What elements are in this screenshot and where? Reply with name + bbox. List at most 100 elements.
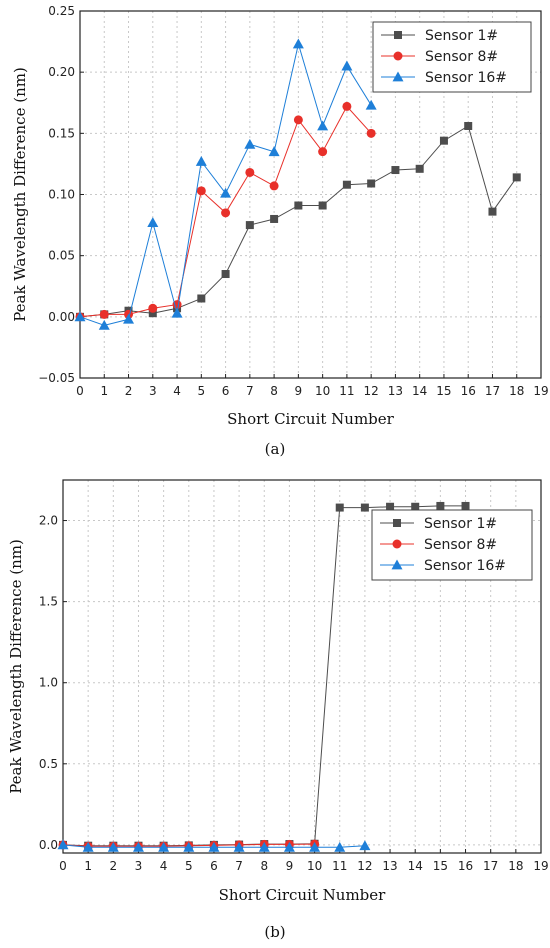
legend-label: Sensor 8# — [425, 49, 498, 65]
data-point — [258, 841, 270, 852]
data-point — [365, 99, 377, 110]
plot-frame — [62, 479, 542, 854]
legend-marker — [393, 519, 401, 527]
data-point — [411, 502, 420, 511]
x-tick-label: 13 — [388, 384, 403, 398]
data-point — [74, 311, 86, 322]
panel-a: 0 1 2 3 4 5 6 7 8 9 10 11 12 13 14 15 16 17 18 19−0.050.000… — [11, 4, 549, 458]
y-tick-label: 0.10 — [48, 188, 75, 202]
x-tick-label: 14 — [412, 384, 427, 398]
x-tick-label: 5 — [185, 859, 193, 873]
series-2 — [75, 101, 376, 322]
data-point — [436, 501, 445, 510]
data-point — [391, 166, 400, 175]
x-tick-label: 8 — [260, 859, 268, 873]
x-tick-label: 2 — [109, 859, 117, 873]
x-tick-label: 11 — [332, 859, 347, 873]
x-tick-label: 7 — [235, 859, 243, 873]
x-axis-label: Short Circuit Number — [227, 410, 395, 428]
data-point — [268, 146, 280, 157]
x-tick-label: 0 — [76, 384, 84, 398]
y-axis-label: Peak Wavelength Difference (nm) — [11, 67, 29, 322]
x-tick-label: 10 — [307, 859, 322, 873]
data-point — [245, 221, 254, 230]
legend-label: Sensor 1# — [425, 28, 498, 44]
x-tick-label: 16 — [461, 384, 476, 398]
x-tick-label: 12 — [357, 859, 372, 873]
x-tick-label: 10 — [315, 384, 330, 398]
data-point — [233, 841, 245, 852]
data-point — [183, 841, 195, 852]
data-point — [293, 115, 303, 125]
data-point — [294, 201, 303, 210]
data-point — [415, 164, 424, 173]
y-tick-label: 1.0 — [39, 676, 58, 690]
y-tick-label: 0.05 — [48, 249, 75, 263]
y-tick-label: 0.25 — [48, 4, 75, 18]
data-point — [512, 173, 521, 182]
legend-marker — [392, 71, 404, 82]
grid — [62, 480, 542, 853]
series-3 — [57, 839, 371, 852]
data-point — [221, 208, 231, 218]
x-tick-label: 8 — [270, 384, 278, 398]
data-point — [360, 503, 369, 512]
data-point — [99, 309, 109, 319]
data-point — [464, 121, 473, 130]
x-tick-label: 18 — [509, 384, 524, 398]
x-tick-label: 15 — [436, 384, 451, 398]
x-tick-label: 16 — [458, 859, 473, 873]
x-tick-label: 6 — [222, 384, 230, 398]
data-point — [488, 207, 497, 216]
data-point — [342, 101, 352, 111]
data-point — [269, 181, 279, 191]
legend-label: Sensor 8# — [424, 537, 497, 553]
data-point — [439, 136, 448, 145]
x-axis-label: Short Circuit Number — [219, 886, 387, 904]
x-tick-label: 1 — [100, 384, 108, 398]
legend: Sensor 1# Sensor 8# Sensor 16# — [372, 21, 532, 93]
x-tick-label: 0 — [59, 859, 67, 873]
data-point — [292, 38, 304, 49]
data-point — [342, 180, 351, 189]
x-tick-label: 4 — [173, 384, 181, 398]
data-point — [334, 841, 346, 852]
x-tick-label: 6 — [210, 859, 218, 873]
data-point — [283, 841, 295, 852]
x-tick-label: 15 — [433, 859, 448, 873]
data-point — [195, 155, 207, 166]
data-point — [244, 138, 256, 149]
legend-marker — [392, 539, 402, 549]
x-tick-label: 17 — [485, 384, 500, 398]
x-tick-label: 17 — [483, 859, 498, 873]
y-tick-label: 0.15 — [48, 126, 75, 140]
data-point — [309, 841, 321, 852]
data-point — [335, 503, 344, 512]
x-tick-label: 11 — [339, 384, 354, 398]
data-point — [132, 841, 144, 852]
x-tick-label: 3 — [149, 384, 157, 398]
x-tick-label: 7 — [246, 384, 254, 398]
x-tick-label: 1 — [84, 859, 92, 873]
x-tick-label: 9 — [286, 859, 294, 873]
data-point — [245, 167, 255, 177]
legend-label: Sensor 16# — [424, 558, 506, 574]
x-tick-label: 9 — [295, 384, 303, 398]
legend-marker — [393, 51, 403, 61]
data-point — [57, 839, 69, 850]
x-tick-label: 14 — [408, 859, 423, 873]
data-point — [366, 128, 376, 138]
y-tick-label: 0.0 — [39, 838, 58, 852]
y-tick-label: 0.20 — [48, 65, 75, 79]
data-point — [317, 120, 329, 131]
x-ticks: 0 1 2 3 4 5 6 7 8 9 10 11 12 13 14 15 16 17 18 19 — [76, 374, 549, 398]
x-tick-label: 19 — [533, 384, 548, 398]
data-point — [221, 270, 230, 279]
x-tick-label: 3 — [135, 859, 143, 873]
data-point — [98, 319, 110, 330]
y-tick-label: 0.00 — [48, 310, 75, 324]
x-ticks: 0 1 2 3 4 5 6 7 8 9 10 11 12 13 14 15 16 17 18 19 — [59, 849, 549, 873]
legend-label: Sensor 16# — [425, 70, 507, 86]
x-tick-label: 19 — [533, 859, 548, 873]
